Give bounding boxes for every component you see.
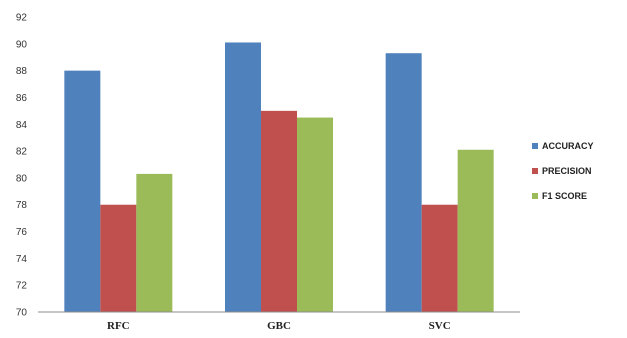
y-tick-label: 82 xyxy=(16,147,28,158)
bars-area xyxy=(64,42,494,313)
x-tick-label: SVC xyxy=(429,320,451,332)
y-tick-label: 86 xyxy=(16,93,28,104)
bar-precision-gbc xyxy=(261,110,297,312)
y-tick-label: 70 xyxy=(16,308,28,319)
legend: ACCURACY PRECISION F1 SCORE xyxy=(532,141,594,201)
y-tick-label: 90 xyxy=(16,39,28,50)
bar-accuracy-rfc xyxy=(64,70,101,313)
bar-accuracy-gbc xyxy=(225,42,261,313)
y-tick-label: 80 xyxy=(16,173,28,184)
bar-f1-score-svc xyxy=(457,149,494,312)
y-tick-label: 76 xyxy=(16,227,28,238)
y-tick-label: 74 xyxy=(16,254,28,265)
x-tick-label: GBC xyxy=(267,320,291,332)
legend-label: PRECISION xyxy=(542,166,592,176)
y-tick-label: 72 xyxy=(16,281,28,292)
y-tick-label: 84 xyxy=(16,120,28,131)
legend-swatch xyxy=(532,193,538,199)
bar-f1-score-gbc xyxy=(297,117,333,313)
y-tick-label: 92 xyxy=(16,13,28,24)
bar-accuracy-svc xyxy=(385,53,422,313)
legend-label: ACCURACY xyxy=(542,141,594,151)
y-tick-label: 78 xyxy=(16,200,28,211)
legend-swatch xyxy=(532,168,538,174)
legend-label: F1 SCORE xyxy=(542,191,587,201)
x-tick-label: RFC xyxy=(107,320,130,332)
y-axis-ticks: 70 72 74 76 78 80 82 84 86 88 90 92 xyxy=(16,13,28,319)
legend-swatch xyxy=(532,143,538,149)
bar-precision-svc xyxy=(421,204,458,312)
bar-precision-rfc xyxy=(100,204,137,312)
y-tick-label: 88 xyxy=(16,66,28,77)
bar-f1-score-rfc xyxy=(136,173,173,312)
x-axis-ticks: RFC GBC SVC xyxy=(107,320,451,332)
